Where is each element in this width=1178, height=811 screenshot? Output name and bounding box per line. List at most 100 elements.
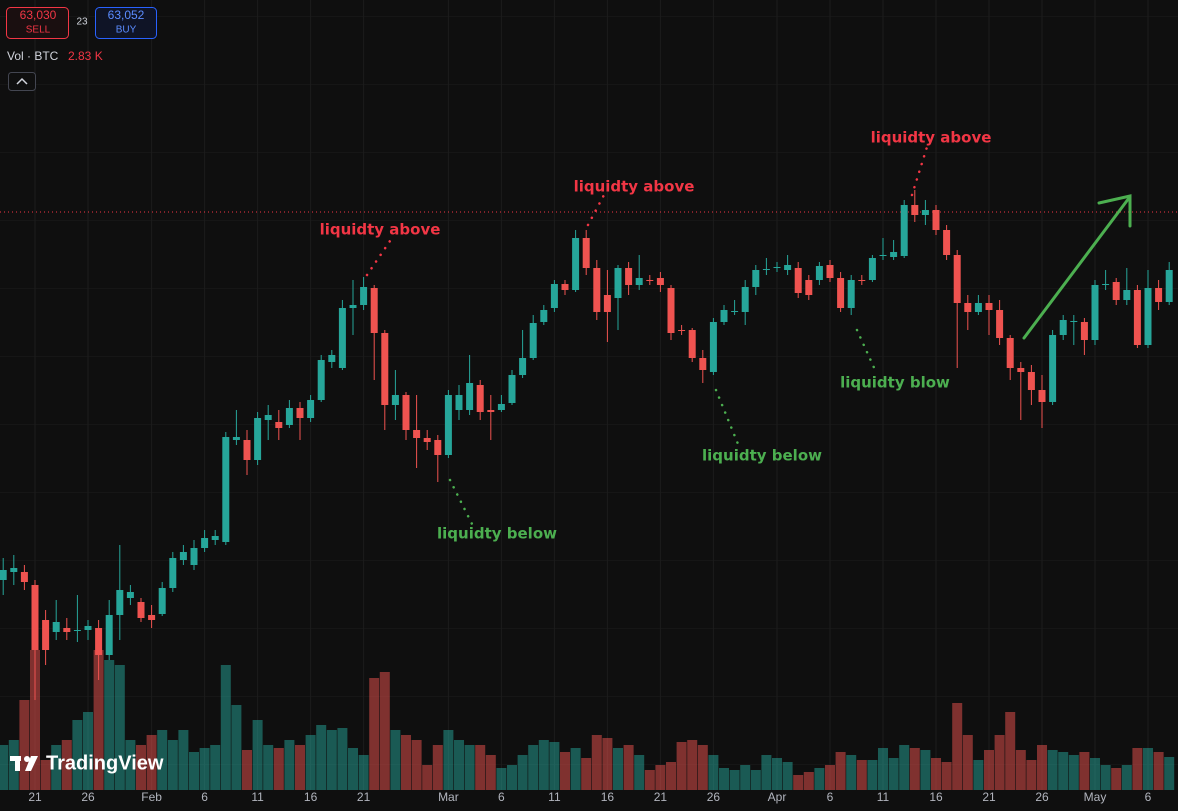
candle-body <box>1102 284 1110 285</box>
vertical-grid <box>34 0 1149 790</box>
volume-bar <box>1090 758 1100 790</box>
candle-body <box>1091 285 1099 340</box>
volume-bar <box>432 745 443 790</box>
candle-body <box>455 395 463 410</box>
spread: 23 <box>76 17 88 28</box>
volume-bar <box>136 745 146 790</box>
volume-bar <box>1026 760 1037 790</box>
candle-body <box>508 375 516 403</box>
candle-body <box>688 330 696 358</box>
candle-body <box>519 358 527 375</box>
candle-body <box>264 415 272 420</box>
volume-bar <box>326 730 337 790</box>
buy-button[interactable] <box>95 7 157 39</box>
x-tick-label: 26 <box>1035 790 1049 804</box>
volume-bar <box>719 768 729 790</box>
leaders <box>365 145 929 526</box>
volume-bar <box>782 762 793 790</box>
volume-bar <box>93 650 104 790</box>
candle-body <box>1112 282 1120 300</box>
candle-body <box>953 255 961 303</box>
leader <box>586 193 606 227</box>
x-tick-label: May <box>1084 790 1107 804</box>
candle-body <box>720 310 728 322</box>
candle-body <box>444 395 452 455</box>
volume-bar <box>803 772 814 790</box>
volume-bar <box>676 742 687 790</box>
volume-bar <box>125 740 136 790</box>
leader <box>714 388 740 446</box>
candle-body <box>63 628 71 632</box>
candle-body <box>943 230 951 255</box>
x-tick-label: 6 <box>498 790 505 804</box>
candle-body <box>826 265 834 278</box>
candle-body <box>911 205 919 215</box>
candle-body <box>338 308 346 368</box>
x-tick-label: 21 <box>654 790 668 804</box>
volume-bar <box>856 760 867 790</box>
annotation: liquidty below <box>437 525 557 543</box>
sell-button[interactable] <box>6 7 69 39</box>
x-tick-label: 11 <box>251 790 264 804</box>
candle-body <box>126 592 134 598</box>
buy-label: BUY <box>116 25 137 36</box>
volume-bar <box>114 665 125 790</box>
candle-body <box>667 288 675 333</box>
candle-body <box>391 395 399 405</box>
volume-bar <box>443 730 454 790</box>
volume-bar <box>878 748 888 790</box>
candle-body <box>307 400 315 418</box>
volume-bar <box>1121 765 1132 790</box>
candle-body <box>201 538 209 548</box>
volume-bar <box>697 745 708 790</box>
volume-bar <box>167 740 178 790</box>
volume-bar <box>1143 748 1153 790</box>
x-tick-label: 16 <box>929 790 943 804</box>
candle-body <box>296 408 304 418</box>
candle-body <box>837 278 845 308</box>
volume-bar <box>931 758 941 790</box>
grid <box>0 0 1178 790</box>
volume-bar <box>1015 750 1026 790</box>
volume-bar <box>1058 752 1069 790</box>
volume-bar <box>284 740 295 790</box>
candle-body <box>169 558 177 588</box>
candle-body <box>349 305 357 308</box>
x-tick-label: 16 <box>304 790 318 804</box>
candle-body <box>985 303 993 310</box>
volume-bar <box>475 745 486 790</box>
volume-bar <box>825 765 835 790</box>
candle-body <box>0 570 7 580</box>
volume-bar <box>560 752 570 790</box>
volume-bar <box>358 755 369 790</box>
volume-bar <box>687 740 698 790</box>
x-tick-label: 6 <box>201 790 208 804</box>
volume-bar <box>8 740 19 790</box>
candle-body <box>137 602 145 618</box>
candle-body <box>148 615 156 620</box>
leader <box>448 478 474 526</box>
collapse-button[interactable] <box>8 72 36 91</box>
volume-bar <box>613 748 623 790</box>
volume-bar <box>899 745 910 790</box>
logo-icon <box>10 756 38 771</box>
volume-bar <box>941 762 952 790</box>
volume-bar <box>72 720 83 790</box>
volume-bar <box>507 765 517 790</box>
candle-body <box>116 590 124 615</box>
volume-bar <box>1068 755 1079 790</box>
volume-bar <box>962 735 973 790</box>
candle-body <box>254 418 262 460</box>
candle-body <box>921 210 929 215</box>
volume-bar <box>1100 765 1111 790</box>
volume-bar <box>83 712 93 790</box>
candle-body <box>1080 322 1088 340</box>
volume-bar <box>517 755 528 790</box>
candle-body <box>1133 290 1141 345</box>
volume-bar <box>295 745 305 790</box>
volume-bar <box>750 770 761 790</box>
volume-bar <box>729 770 740 790</box>
volume-bar <box>591 735 602 790</box>
volume-bar <box>337 728 348 790</box>
